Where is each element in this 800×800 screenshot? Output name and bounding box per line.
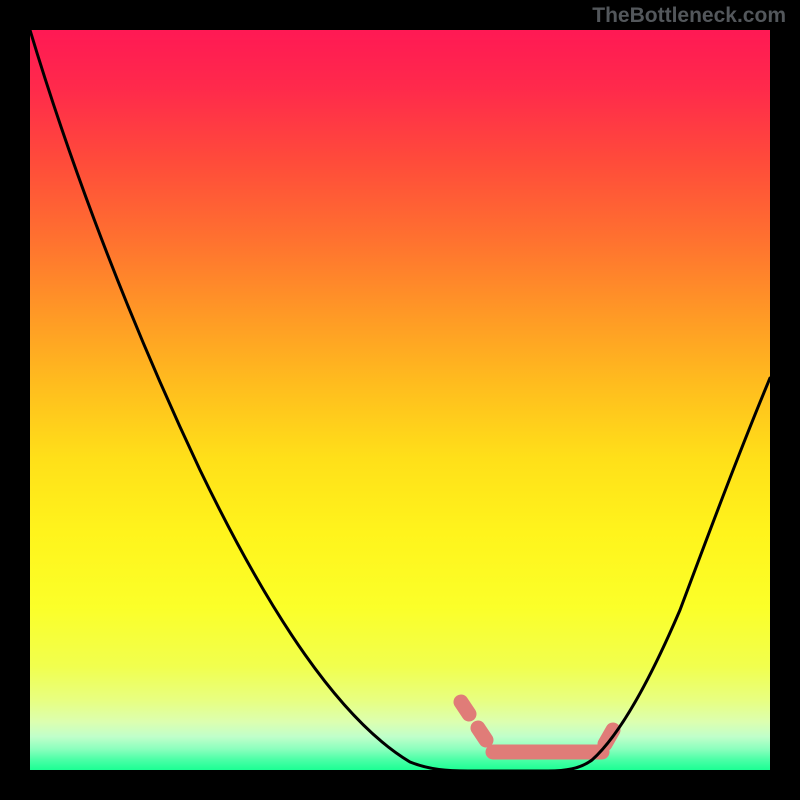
chart-svg [0,0,800,800]
attribution-text: TheBottleneck.com [592,4,786,28]
chart-frame: TheBottleneck.com [0,0,800,800]
highlight-segment [478,728,486,740]
highlight-segment [461,702,469,714]
